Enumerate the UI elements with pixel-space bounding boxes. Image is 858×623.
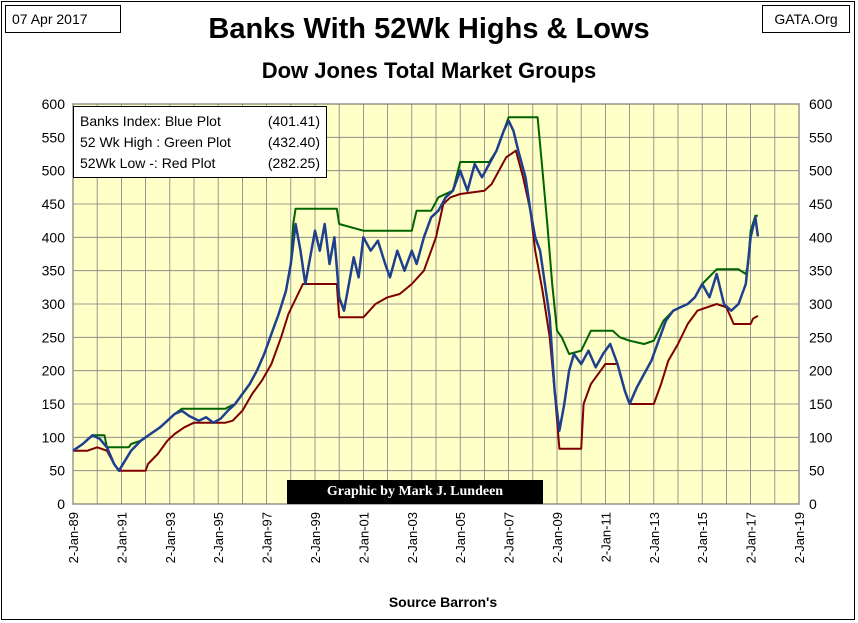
y-tick-label-left: 500 (42, 163, 66, 179)
legend-label-low: 52Wk Low -: Red Plot (80, 155, 216, 171)
y-tick-label-right: 350 (809, 263, 833, 279)
x-tick-label: 2-Jan-89 (66, 512, 81, 563)
x-tick-label: 2-Jan-93 (163, 512, 178, 563)
x-tick-label: 2-Jan-19 (792, 512, 807, 563)
series-line-banks-index (72, 119, 760, 472)
y-tick-label-right: 100 (809, 429, 833, 445)
x-tick-label: 2-Jan-13 (647, 512, 662, 563)
y-tick-label-right: 0 (809, 496, 817, 512)
x-tick-label: 2-Jan-01 (356, 512, 371, 563)
y-tick-label-left: 150 (42, 396, 66, 412)
legend-item-high: 52 Wk High : Green Plot (432.40) (80, 132, 320, 153)
legend-label-index: Banks Index: Blue Plot (80, 113, 221, 129)
y-tick-label-right: 50 (809, 463, 825, 479)
y-tick-label-left: 350 (42, 263, 66, 279)
chart-subtitle: Dow Jones Total Market Groups (261, 58, 597, 83)
y-tick-label-left: 250 (42, 329, 66, 345)
y-tick-label-left: 50 (49, 463, 65, 479)
y-tick-label-right: 500 (809, 163, 833, 179)
legend-item-index: Banks Index: Blue Plot (401.41) (80, 111, 320, 132)
x-tick-label: 2-Jan-99 (308, 512, 323, 563)
x-axis-label: Source Barron's (388, 594, 498, 610)
y-tick-label-left: 450 (42, 196, 66, 212)
y-tick-label-left: 0 (57, 496, 65, 512)
legend-value-index: (401.41) (267, 113, 320, 129)
y-tick-label-right: 550 (809, 129, 833, 145)
credit-banner: Graphic by Mark J. Lundeen (287, 480, 543, 504)
x-tick-label: 2-Jan-95 (211, 512, 226, 563)
legend-label-high: 52 Wk High : Green Plot (80, 134, 231, 150)
y-tick-label-left: 550 (42, 129, 66, 145)
x-tick-label: 2-Jan-15 (695, 512, 710, 563)
y-tick-label-right: 300 (809, 296, 833, 312)
date-box: 07 Apr 2017 (5, 5, 121, 33)
source-site-box: GATA.Org (762, 5, 850, 33)
x-tick-label: 2-Jan-91 (114, 512, 129, 563)
x-tick-label: 2-Jan-09 (550, 512, 565, 563)
x-tick-label: 2-Jan-05 (453, 512, 468, 563)
legend-value-high: (432.40) (267, 134, 320, 150)
y-tick-label-right: 400 (809, 229, 833, 245)
legend: Banks Index: Blue Plot (401.41) 52 Wk Hi… (73, 106, 327, 178)
y-tick-label-left: 400 (42, 229, 66, 245)
y-tick-label-left: 300 (42, 296, 66, 312)
y-tick-label-right: 450 (809, 196, 833, 212)
y-tick-label-left: 200 (42, 363, 66, 379)
x-tick-label: 2-Jan-03 (405, 512, 420, 563)
x-tick-label: 2-Jan-07 (502, 512, 517, 563)
y-tick-label-right: 250 (809, 329, 833, 345)
y-tick-label-right: 200 (809, 363, 833, 379)
series-line-52wk-low (73, 149, 759, 472)
y-tick-label-right: 600 (809, 96, 833, 112)
legend-item-low: 52Wk Low -: Red Plot (282.25) (80, 153, 320, 174)
x-tick-label: 2-Jan-97 (260, 512, 275, 563)
chart-title: Banks With 52Wk Highs & Lows (208, 13, 650, 45)
y-tick-label-left: 600 (42, 96, 66, 112)
x-tick-label: 2-Jan-11 (598, 512, 613, 562)
x-tick-label: 2-Jan-17 (744, 512, 759, 563)
y-tick-label-left: 100 (42, 429, 66, 445)
y-tick-label-right: 150 (809, 396, 833, 412)
legend-value-low: (282.25) (267, 155, 320, 171)
